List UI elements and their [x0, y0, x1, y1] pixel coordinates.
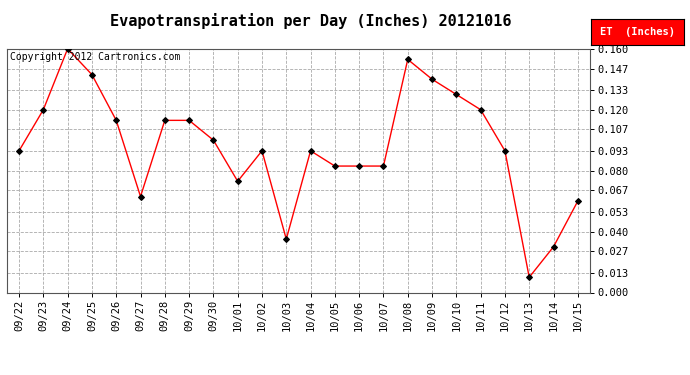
Point — [329, 163, 340, 169]
Point — [38, 106, 49, 112]
Point — [378, 163, 389, 169]
Point — [451, 92, 462, 98]
Point — [232, 178, 243, 184]
Point — [305, 148, 316, 154]
Point — [426, 76, 437, 82]
Text: ET  (Inches): ET (Inches) — [600, 27, 675, 37]
Text: Copyright 2012 Cartronics.com: Copyright 2012 Cartronics.com — [10, 53, 180, 62]
Point — [257, 148, 268, 154]
Point — [548, 244, 559, 250]
Text: Evapotranspiration per Day (Inches) 20121016: Evapotranspiration per Day (Inches) 2012… — [110, 13, 511, 29]
Point — [110, 117, 121, 123]
Point — [62, 46, 73, 52]
Point — [475, 106, 486, 112]
Point — [208, 137, 219, 143]
Point — [281, 236, 292, 242]
Point — [135, 194, 146, 200]
Point — [14, 148, 25, 154]
Point — [159, 117, 170, 123]
Point — [500, 148, 511, 154]
Point — [572, 198, 583, 204]
Point — [524, 274, 535, 280]
Point — [354, 163, 365, 169]
Point — [86, 72, 97, 78]
Point — [402, 56, 413, 62]
Point — [184, 117, 195, 123]
